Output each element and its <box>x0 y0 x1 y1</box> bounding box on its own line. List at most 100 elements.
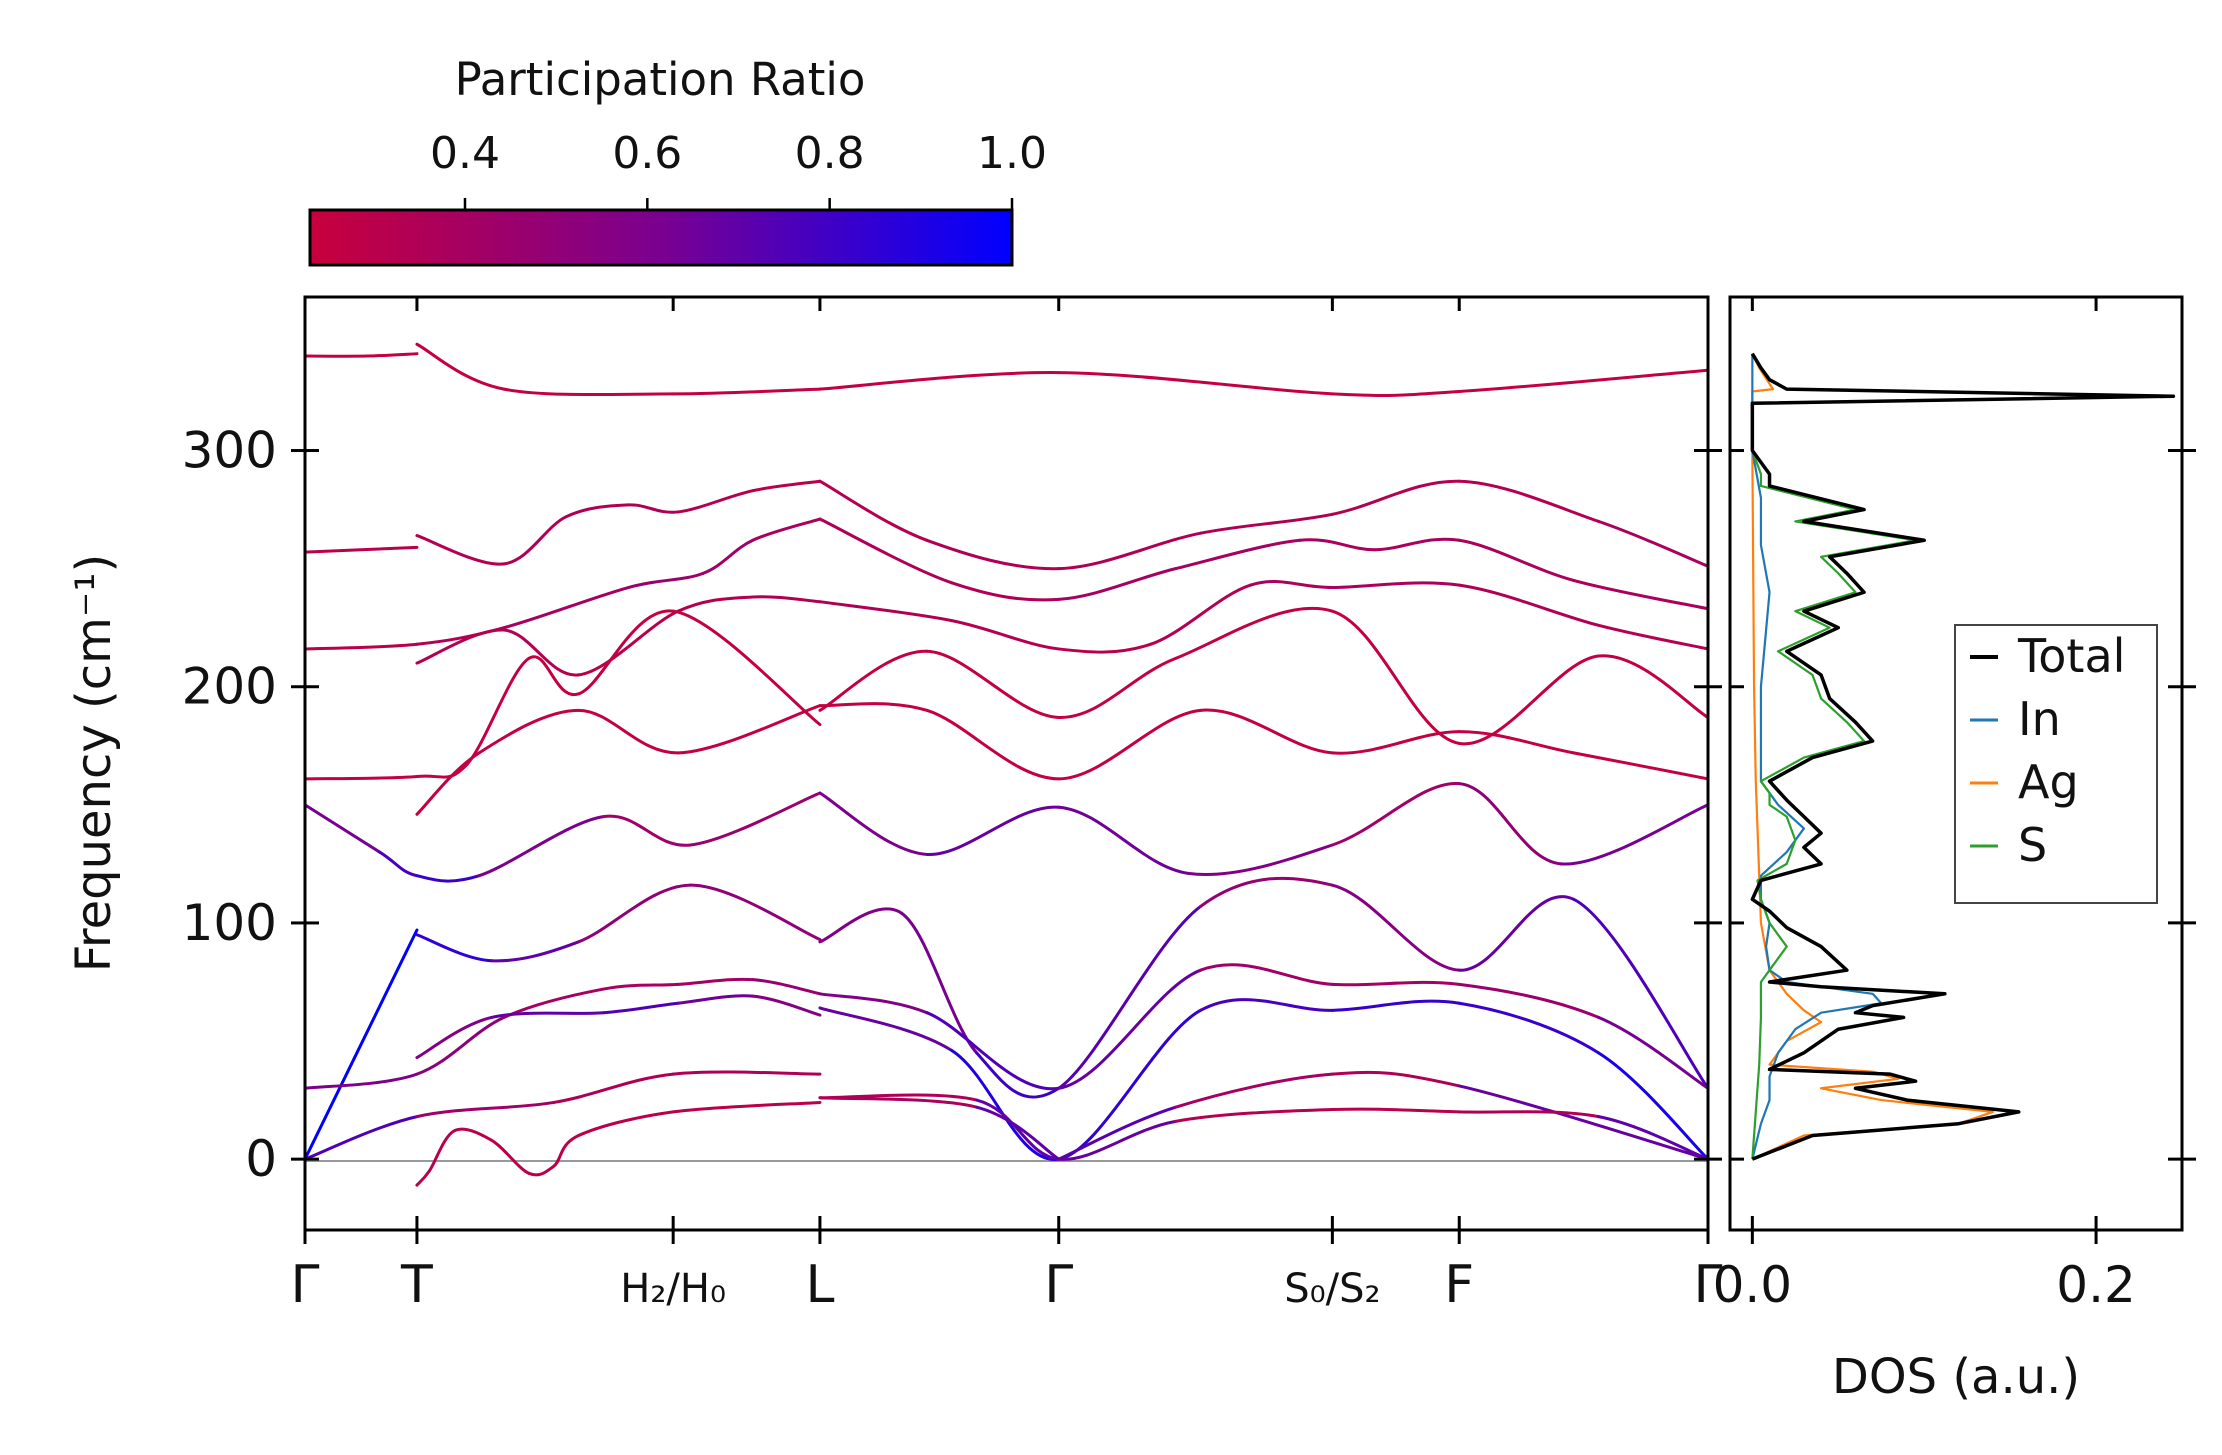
legend-frame <box>1954 624 2158 904</box>
dos-legend: Total In Ag S <box>1954 624 2158 904</box>
dos-x-axis-label: DOS (a.u.) <box>1832 1349 2080 1405</box>
band-segment <box>564 503 630 519</box>
band-segment <box>818 992 929 1015</box>
x-tick-label: S₀/S₂ <box>1284 1266 1380 1312</box>
band-segment <box>577 609 675 696</box>
phonon-band <box>818 702 1708 781</box>
band-segment <box>671 387 822 396</box>
phonon-band <box>818 368 1708 398</box>
band-segment <box>925 1011 1061 1091</box>
band-segment <box>305 803 382 854</box>
band-segment <box>1597 1115 1708 1161</box>
phonon-band <box>818 1096 1061 1161</box>
y-tick-label: 100 <box>182 894 277 952</box>
band-segment <box>1199 876 1334 908</box>
band-segment <box>818 1006 954 1052</box>
band-segment <box>1057 1105 1178 1161</box>
band-segment <box>818 907 904 944</box>
colorbar: Participation Ratio 0.4 0.6 0.8 1.0 <box>308 53 1047 267</box>
colorbar-tick-label: 0.6 <box>612 128 682 179</box>
band-segment <box>502 515 568 566</box>
band-segment <box>552 1072 675 1104</box>
band-segment <box>1330 479 1461 516</box>
band-segment <box>1330 782 1461 847</box>
phonon-band <box>305 517 822 651</box>
band-segment <box>1298 538 1377 552</box>
band-segment <box>577 609 680 677</box>
band-segment <box>1174 538 1302 571</box>
band-segment <box>1057 904 1203 1090</box>
legend-label: S <box>2018 818 2047 872</box>
band-segment <box>415 342 506 391</box>
dos-plot: 0.0 0.2 DOS (a.u.) Total In Ag S <box>1713 295 2196 1405</box>
band-segment <box>676 704 822 755</box>
band-segment <box>1199 708 1334 755</box>
band-segment <box>1457 368 1708 393</box>
colorbar-title: Participation Ratio <box>455 53 866 106</box>
band-segment <box>1330 1070 1461 1088</box>
band-segment <box>1330 883 1461 972</box>
band-segment <box>465 656 531 767</box>
legend-label: In <box>2018 692 2061 746</box>
phonon-band <box>415 1100 822 1187</box>
phonon-band <box>305 545 419 554</box>
band-segment <box>818 517 954 585</box>
band-segment <box>818 791 929 856</box>
band-segment <box>676 977 755 986</box>
y-tick-label: 0 <box>245 1130 277 1188</box>
band-segment <box>676 994 755 1005</box>
band-segment <box>1572 578 1708 611</box>
band-segment <box>415 933 494 963</box>
band-segment <box>415 751 481 816</box>
band-segment <box>950 619 1061 651</box>
band-segment <box>1248 580 1334 590</box>
band-segment <box>415 1015 494 1060</box>
phonon-band <box>305 1070 822 1161</box>
band-segment <box>689 791 822 847</box>
band-segment <box>1597 654 1708 719</box>
band-segment <box>365 352 419 358</box>
band-segment <box>818 1096 979 1109</box>
band-segment <box>577 708 680 755</box>
band-segment <box>1457 1001 1601 1055</box>
x-tick-label: Γ <box>291 1255 320 1315</box>
band-segment <box>477 708 581 755</box>
band-segment <box>305 642 419 651</box>
phonon-band <box>305 609 822 781</box>
band-segment <box>925 708 1061 781</box>
phonon-band <box>415 595 822 677</box>
phonon-band <box>818 998 1708 1161</box>
band-segment <box>1330 609 1461 745</box>
y-tick-label: 200 <box>182 658 277 716</box>
x-tick-label: F <box>1444 1255 1474 1315</box>
x-tick-label: H₂/H₀ <box>620 1266 726 1312</box>
phonon-band <box>415 479 822 566</box>
dos-x-tick-label: 0.2 <box>2056 1256 2136 1314</box>
band-segment <box>1373 537 1461 552</box>
band-segment <box>415 534 506 566</box>
band-segment <box>477 815 606 878</box>
band-segment <box>415 1100 556 1119</box>
band-segment <box>427 1129 456 1173</box>
band-segment <box>1149 583 1252 646</box>
band-segment <box>1057 805 1190 875</box>
band-segment <box>818 702 929 712</box>
phonon-band <box>415 342 822 397</box>
colorbar-tick-label: 0.4 <box>430 128 500 179</box>
band-segment <box>577 883 693 944</box>
phonon-band <box>305 791 822 883</box>
band-segment <box>1174 1108 1334 1123</box>
x-tick-label: Γ <box>1044 1255 1073 1315</box>
band-segment <box>925 538 1061 571</box>
band-segment <box>577 1110 675 1138</box>
legend-label: Total <box>2017 629 2125 683</box>
colorbar-tick-label: 1.0 <box>977 128 1047 179</box>
band-segment <box>305 928 419 1161</box>
band-segment <box>1057 656 1178 719</box>
band-segment <box>818 479 929 542</box>
band-segment <box>1572 897 1708 1090</box>
band-segment <box>1597 1015 1708 1090</box>
phonon-band <box>818 876 1708 1099</box>
phonon-band <box>305 352 419 358</box>
